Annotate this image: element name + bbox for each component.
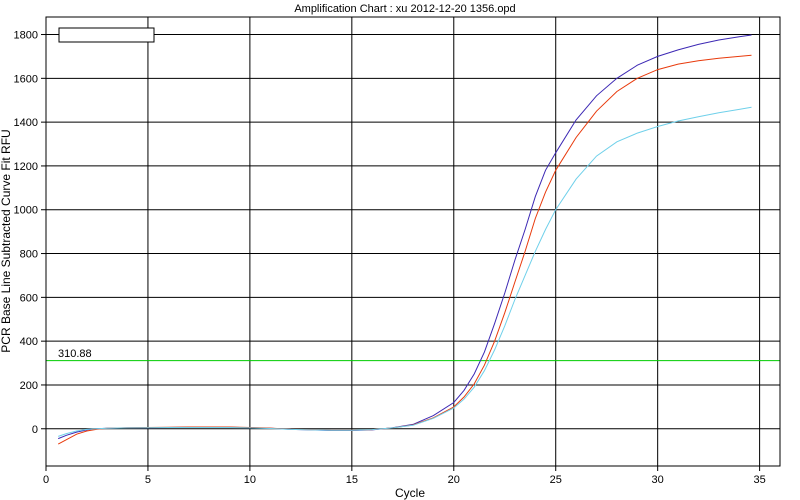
grid-layer (46, 17, 780, 466)
x-tick-label: 35 (753, 474, 765, 486)
x-tick-label: 15 (346, 474, 358, 486)
chart-title: Amplification Chart : xu 2012-12-20 1356… (294, 3, 515, 15)
x-tick-label: 10 (244, 474, 256, 486)
x-axis-label: Cycle (395, 486, 425, 500)
y-tick-label: 600 (20, 292, 38, 304)
y-tick-label: 0 (32, 424, 38, 436)
y-axis-label: PCR Base Line Subtracted Curve Fit RFU (0, 129, 13, 352)
y-tick-label: 1800 (14, 30, 38, 42)
threshold-label: 310.88 (58, 348, 92, 360)
y-tick-label: 800 (20, 249, 38, 261)
y-tick-label: 200 (20, 380, 38, 392)
legend-layer (58, 27, 155, 43)
tick-layer: 0 5 10 15 20 25 30 35 0 200 400 600 800 1000 1200 1400 1… (14, 30, 766, 486)
x-tick-label: 0 (43, 474, 49, 486)
y-tick-label: 400 (20, 336, 38, 348)
frame-layer (45, 16, 781, 467)
x-tick-label: 20 (448, 474, 460, 486)
x-tick-label: 30 (652, 474, 664, 486)
plot-frame (45, 16, 781, 467)
series-line-1 (58, 34, 752, 440)
y-tick-label: 1400 (14, 117, 38, 129)
y-tick-label: 1000 (14, 205, 38, 217)
series-layer (57, 34, 752, 445)
x-tick-label: 5 (145, 474, 151, 486)
series-line-2 (57, 54, 752, 445)
y-tick-label: 1200 (14, 161, 38, 173)
x-tick-label: 25 (550, 474, 562, 486)
y-tick-label: 1600 (14, 73, 38, 85)
series-line-3 (58, 106, 752, 437)
legend-box (58, 27, 155, 43)
